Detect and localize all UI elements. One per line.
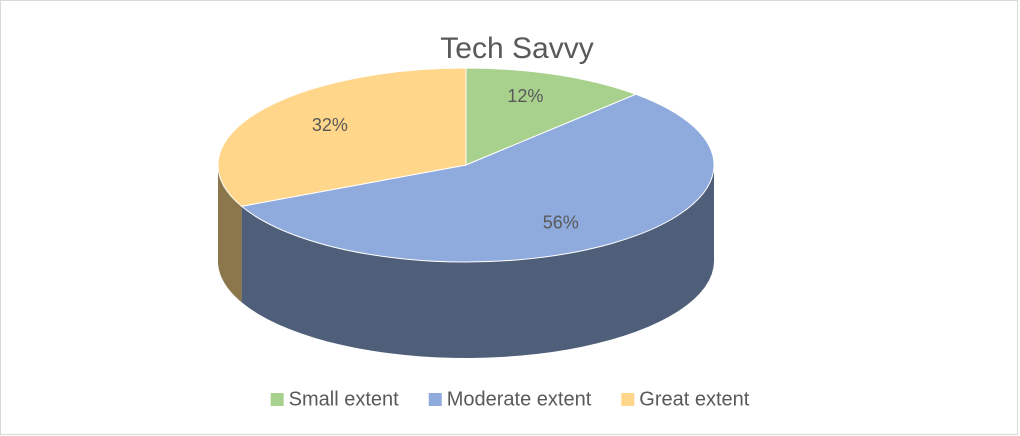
slice-side <box>241 165 714 358</box>
slice-side <box>218 165 242 303</box>
data-label: 12% <box>507 86 543 106</box>
data-label: 32% <box>312 115 348 135</box>
slice <box>465 67 638 166</box>
slice <box>240 93 715 263</box>
legend-swatch <box>270 393 284 406</box>
data-label: 56% <box>543 213 579 233</box>
legend-label: Great extent <box>639 388 750 410</box>
legend-swatch <box>621 393 635 406</box>
slice <box>217 67 467 207</box>
chart-title: Tech Savvy <box>440 32 593 65</box>
legend: Small extent Moderate extent Great extent <box>270 388 750 410</box>
legend-label: Moderate extent <box>447 388 592 410</box>
legend-label: Small extent <box>289 388 399 410</box>
legend-swatch <box>428 393 442 406</box>
